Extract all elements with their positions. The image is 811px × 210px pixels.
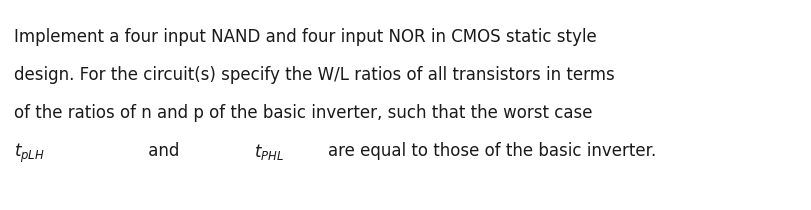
Text: are equal to those of the basic inverter.: are equal to those of the basic inverter… <box>328 142 656 160</box>
Text: and: and <box>143 142 185 160</box>
Text: design. For the circuit(s) specify the W/L ratios of all transistors in terms: design. For the circuit(s) specify the W… <box>14 66 615 84</box>
Text: Implement a four input NAND and four input NOR in CMOS static style: Implement a four input NAND and four inp… <box>14 28 597 46</box>
Text: $t_{pLH}$: $t_{pLH}$ <box>14 142 45 165</box>
Text: of the ratios of n and p of the basic inverter, such that the worst case: of the ratios of n and p of the basic in… <box>14 104 593 122</box>
Text: $t_{PHL}$: $t_{PHL}$ <box>254 142 284 162</box>
